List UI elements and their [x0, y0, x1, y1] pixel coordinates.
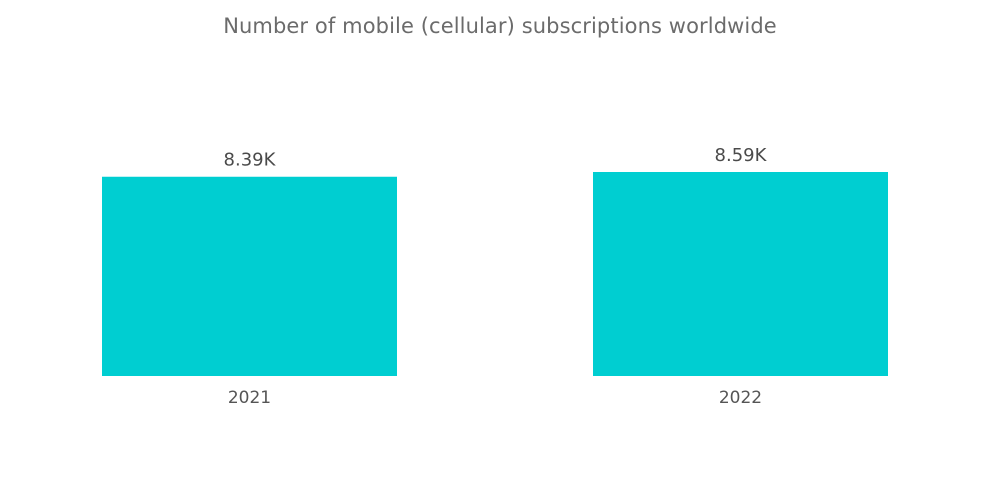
chart-title: Number of mobile (cellular) subscription… [223, 14, 777, 38]
x-tick-label-2021: 2021 [228, 388, 271, 408]
data-label-2022: 8.59K [715, 145, 768, 166]
data-label-2021: 8.39K [224, 150, 277, 171]
bar-2021 [102, 176, 397, 376]
x-tick-label-2022: 2022 [719, 388, 762, 408]
bar-2022 [593, 172, 888, 376]
